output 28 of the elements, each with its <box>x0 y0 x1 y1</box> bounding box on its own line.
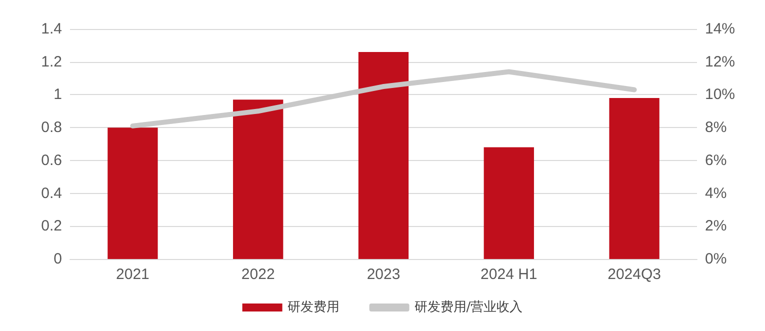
bar <box>233 100 284 259</box>
bar <box>484 147 534 259</box>
y-tick-label: 0 <box>54 250 62 268</box>
bar <box>609 98 660 259</box>
y-tick-label: 1.4 <box>41 20 62 38</box>
y-tick-label: 1 <box>54 86 62 104</box>
x-tick-label: 2022 <box>241 266 275 283</box>
legend-label: 研发费用/营业收入 <box>414 300 523 315</box>
y-tick-label: 0.6 <box>41 152 62 169</box>
y-tick-label: 0.8 <box>41 119 62 136</box>
x-tick-label: 2021 <box>116 266 150 283</box>
legend-label: 研发费用 <box>287 300 340 315</box>
bar <box>358 52 409 259</box>
y2-tick-label: 4% <box>705 184 727 202</box>
y2-tick-label: 14% <box>705 20 736 38</box>
y-tick-label: 1.2 <box>41 53 62 70</box>
y2-tick-label: 2% <box>705 218 727 235</box>
bar <box>108 128 158 259</box>
y2-tick-label: 10% <box>705 86 736 104</box>
x-tick-label: 2024 H1 <box>480 266 538 283</box>
y2-tick-label: 12% <box>705 53 736 70</box>
y2-tick-label: 8% <box>705 119 727 136</box>
y2-tick-label: 0% <box>705 250 727 268</box>
y-tick-label: 0.2 <box>41 218 62 235</box>
y2-tick-label: 6% <box>705 152 727 169</box>
x-tick-label: 2023 <box>366 266 400 283</box>
x-tick-label: 2024Q3 <box>608 266 661 283</box>
y-tick-label: 0.4 <box>41 184 62 202</box>
